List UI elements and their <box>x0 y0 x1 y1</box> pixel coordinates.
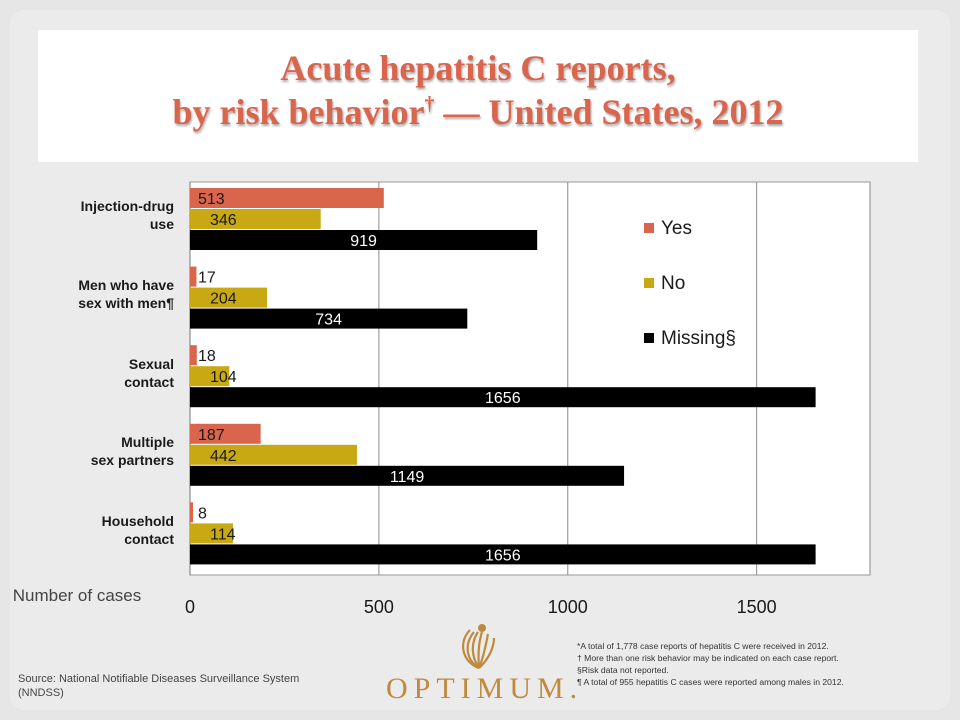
bar <box>190 544 816 565</box>
title-line-2: by risk behavior† — United States, 2012 <box>38 90 918 134</box>
data-label: 187 <box>198 427 225 444</box>
category-label-line: contact <box>124 373 174 390</box>
category-label-line: Household <box>101 512 174 529</box>
title-line-1: Acute hepatitis C reports, <box>280 48 676 88</box>
data-label: 919 <box>350 233 377 250</box>
legend-swatch <box>644 333 654 343</box>
data-label: 442 <box>210 448 237 465</box>
data-label: 8 <box>198 505 207 522</box>
bar <box>190 387 816 408</box>
bar <box>190 423 261 444</box>
footnote: *A total of 1,778 case reports of hepati… <box>577 641 829 651</box>
optimum-logo: OPTIMUM. <box>386 672 584 705</box>
data-label: 1149 <box>390 469 425 486</box>
x-tick-label: 0 <box>185 597 195 617</box>
bar <box>190 209 321 229</box>
footnote: ¶ A total of 955 hepatitis C cases were … <box>577 677 844 687</box>
data-label: 1656 <box>485 390 521 407</box>
data-label: 104 <box>210 369 237 386</box>
category-label-line: sex partners <box>90 452 174 469</box>
bar <box>190 366 230 387</box>
bar <box>190 287 268 308</box>
category-label-line: Multiple <box>121 434 174 451</box>
category-label: Sexual contact <box>14 355 174 391</box>
slide-title: Acute hepatitis C reports, by risk behav… <box>38 46 918 134</box>
bar <box>190 308 468 329</box>
title-line-2-b: — United States, 2012 <box>434 92 784 132</box>
footnote: §Risk data not reported. <box>577 665 669 675</box>
category-label: Men who have sex with men¶ <box>14 276 174 312</box>
category-label-line: Sexual <box>128 355 174 372</box>
bar <box>190 502 194 523</box>
category-label-line: Injection-drug <box>80 198 174 215</box>
title-dagger: † <box>424 93 435 115</box>
legend-entry: Yes <box>661 218 692 239</box>
category-label-line: contact <box>124 530 174 547</box>
data-label: 114 <box>210 526 236 543</box>
x-axis-label: Number of cases <box>12 586 142 605</box>
title-line-2-a: by risk behavior <box>172 92 425 132</box>
legend-entry: Missing§ <box>661 328 736 349</box>
bar <box>190 188 384 208</box>
data-label: 18 <box>198 348 216 365</box>
data-label: 513 <box>198 191 225 208</box>
data-label: 17 <box>198 270 216 287</box>
bar <box>190 230 538 250</box>
legend-swatch <box>644 223 654 233</box>
x-tick-label: 1500 <box>737 597 777 617</box>
category-label-line: use <box>149 216 174 233</box>
category-label-line: Men who have <box>78 276 174 293</box>
data-label: 734 <box>315 312 342 329</box>
legend-entry: No <box>661 273 685 294</box>
footnote: † More than one risk behavior may be ind… <box>577 653 839 663</box>
optimum-sunburst-icon <box>461 624 496 670</box>
source-note: Source: National Notifiable Diseases Sur… <box>18 673 300 699</box>
category-label: Injection-drug use <box>14 197 174 233</box>
legend-swatch <box>644 278 654 288</box>
bar <box>190 444 357 465</box>
category-label-line: sex with men¶ <box>78 294 174 311</box>
data-label: 1656 <box>485 547 521 564</box>
footnotes: *A total of 1,778 case reports of hepati… <box>577 640 947 688</box>
bar <box>190 465 625 486</box>
x-tick-label: 1000 <box>548 597 588 617</box>
category-label: Multiple sex partners <box>14 433 174 469</box>
bar <box>190 266 197 287</box>
data-label: 204 <box>210 291 237 308</box>
category-label: Household contact <box>14 512 174 548</box>
title-box <box>38 30 918 162</box>
bar <box>190 523 234 544</box>
x-tick-label: 500 <box>364 597 394 617</box>
bar <box>190 345 197 366</box>
data-label: 346 <box>210 212 237 229</box>
